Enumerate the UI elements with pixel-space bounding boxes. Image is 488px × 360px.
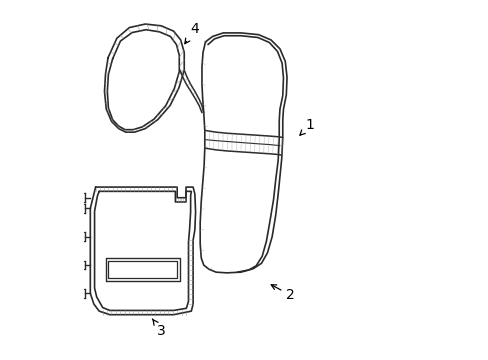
Text: 1: 1 [299,118,314,135]
Text: 2: 2 [271,285,294,302]
Text: 3: 3 [152,319,165,338]
Text: 4: 4 [184,22,199,44]
